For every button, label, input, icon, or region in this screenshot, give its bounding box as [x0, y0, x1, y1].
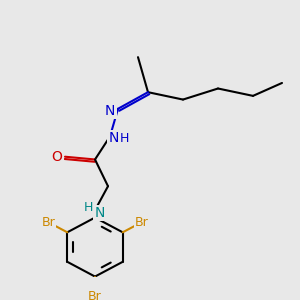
Text: N: N	[109, 131, 119, 145]
Text: Br: Br	[88, 290, 102, 300]
Text: H: H	[119, 132, 129, 145]
Text: Br: Br	[135, 216, 148, 229]
Text: Br: Br	[41, 216, 55, 229]
Text: O: O	[52, 150, 62, 164]
Text: H: H	[83, 201, 93, 214]
Text: N: N	[105, 103, 115, 118]
Text: N: N	[95, 206, 105, 220]
